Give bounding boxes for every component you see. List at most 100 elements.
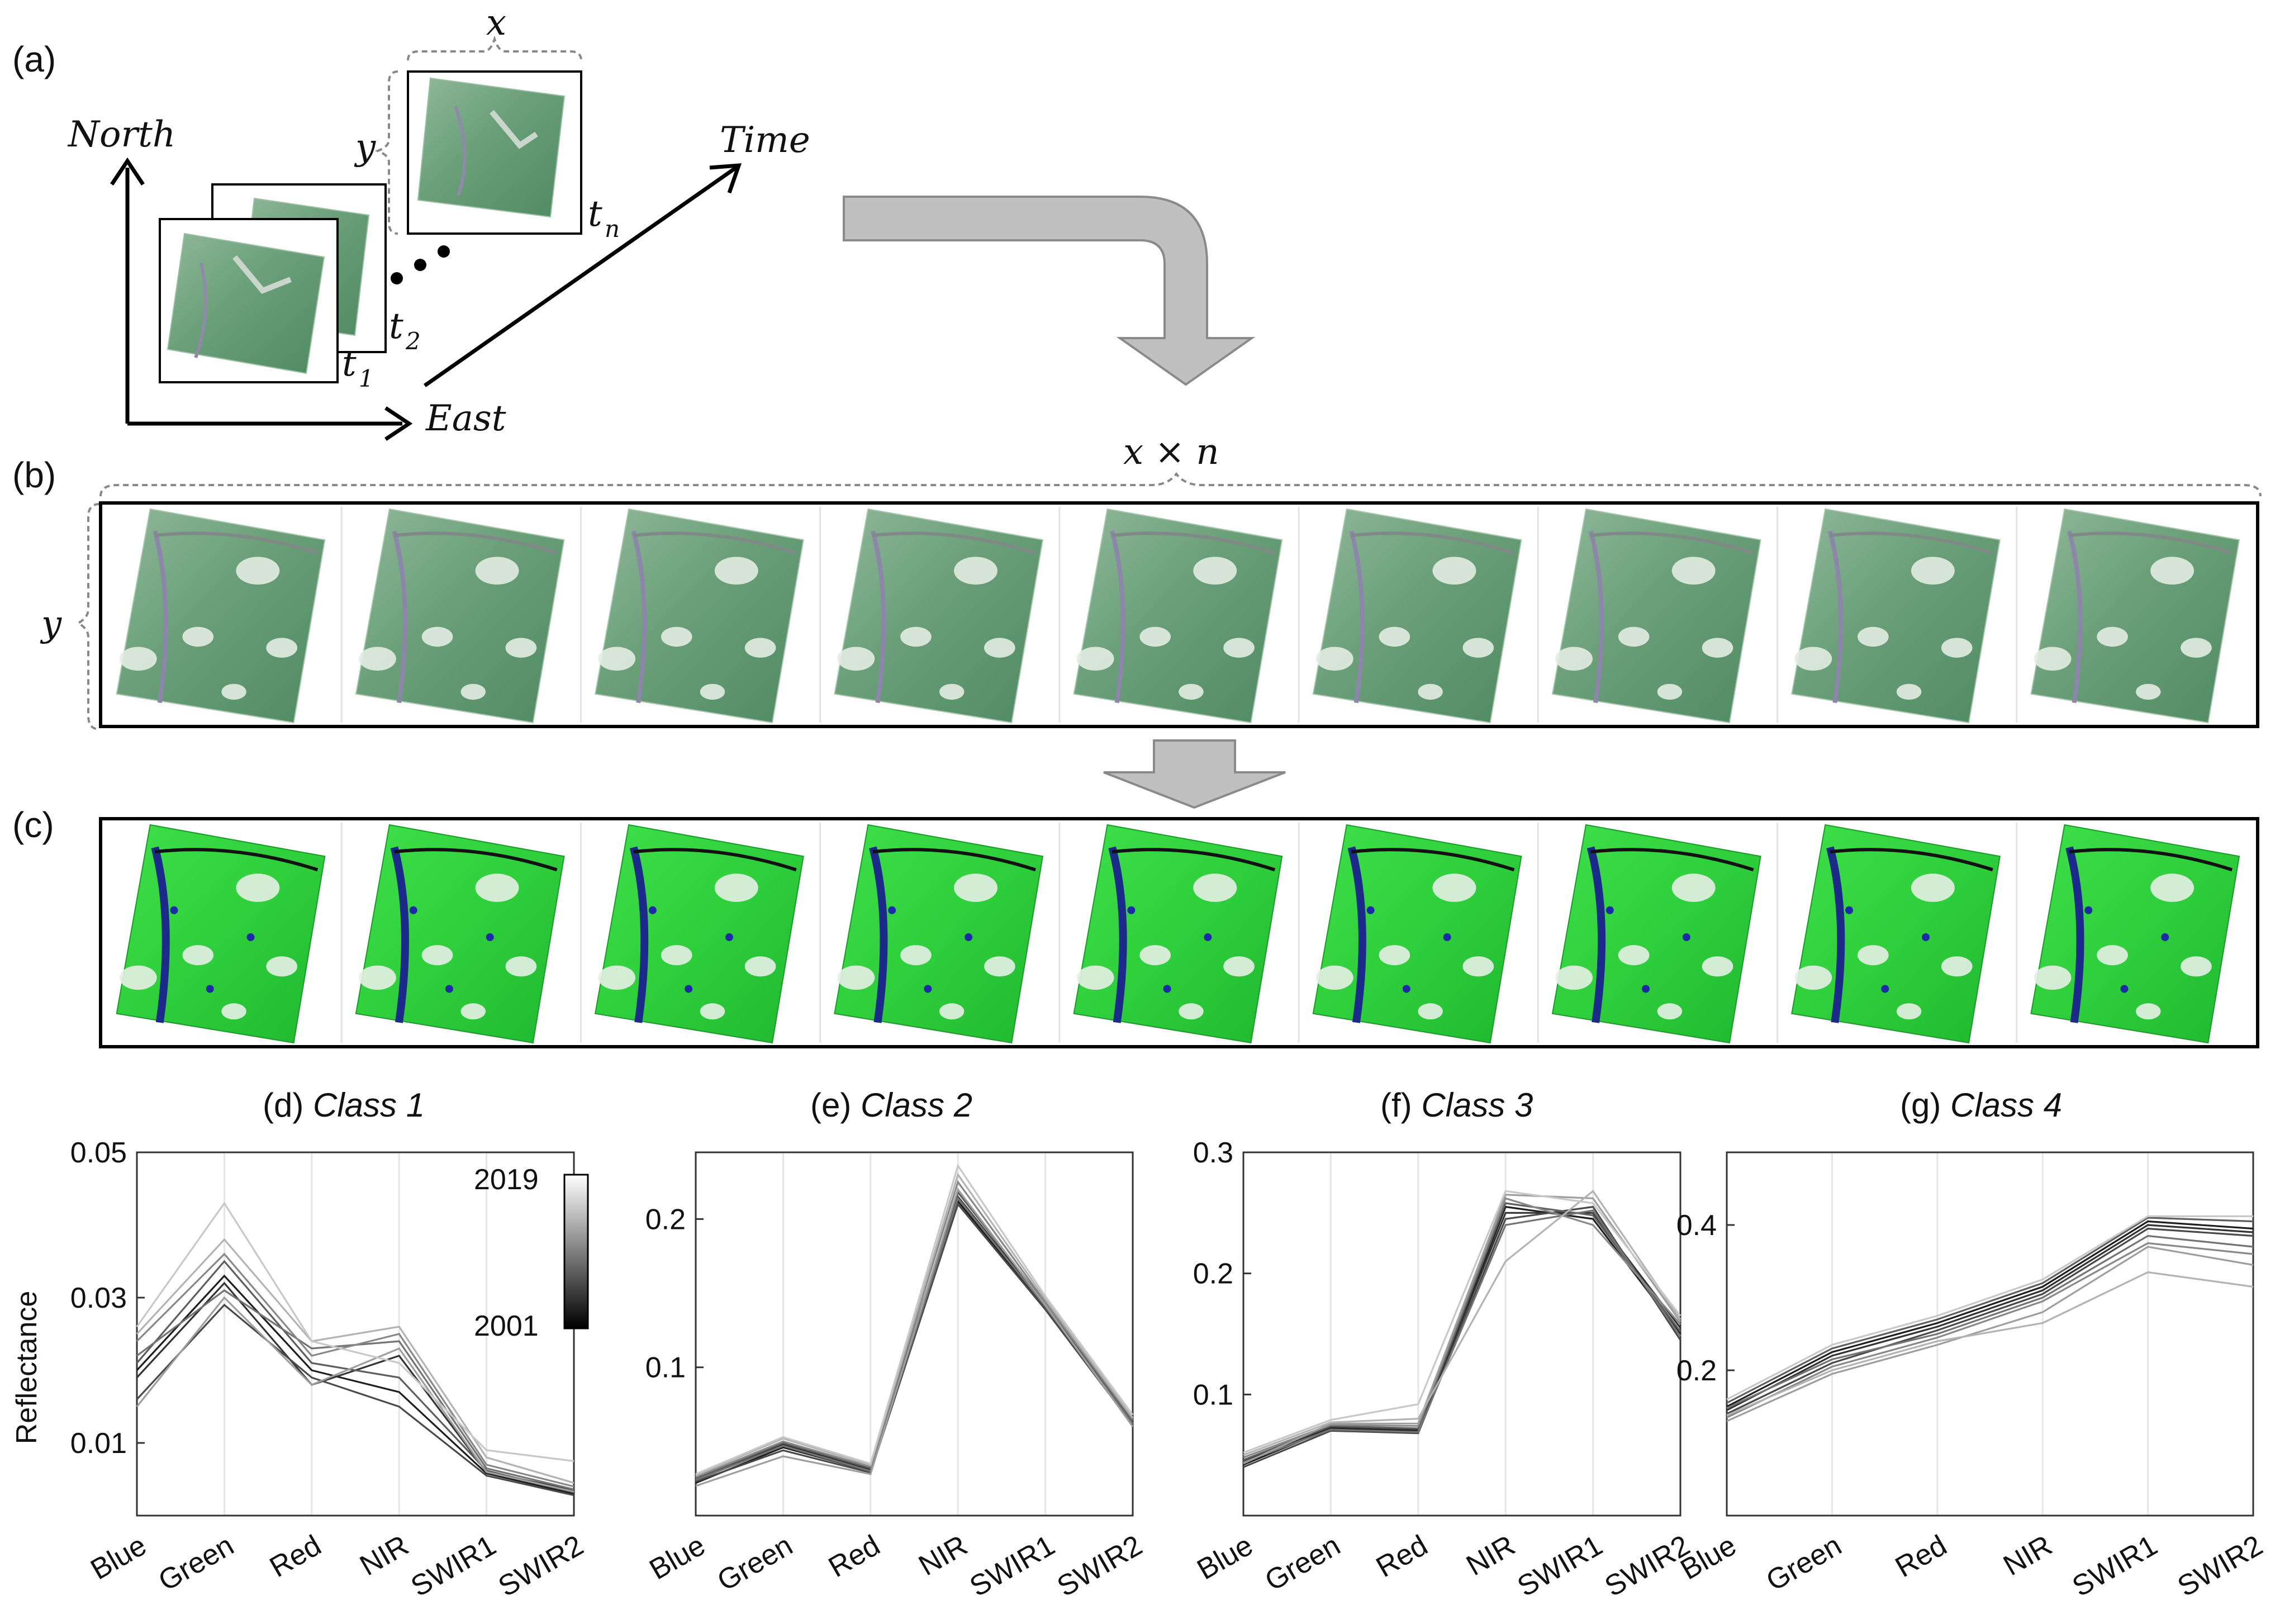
strip-b-width-label: x × n [1123, 431, 1219, 473]
colorbar-top-label: 2019 [474, 1164, 539, 1196]
series-line-2007 [1243, 1202, 1682, 1461]
x-tick-label: Blue [644, 1529, 711, 1586]
series-line-2015 [1243, 1190, 1682, 1456]
t2-label: t 2 [389, 306, 421, 355]
frame-tn [407, 70, 582, 235]
y-tick-label: 0.2 [1193, 1258, 1233, 1290]
series-line-2015 [136, 1238, 574, 1484]
chart-4: 0.2 0.4 Blue Green Red NIR SWIR1 SWIR2 (g) Class… [1675, 1086, 2268, 1603]
series-line-2011 [136, 1252, 574, 1488]
brace-x [407, 35, 582, 61]
scene-6 [1298, 823, 1522, 1044]
chart-title: (g) Class 4 [1900, 1086, 2062, 1124]
y-axis-label: Reflectance [11, 1291, 43, 1445]
chart-title: (e) Class 2 [810, 1086, 972, 1124]
scene-8 [1776, 823, 2001, 1044]
series-line-2011 [695, 1180, 1134, 1478]
panel-c-label: (c) [12, 805, 54, 845]
x-tick-label: Blue [86, 1529, 152, 1586]
y-tick-label: 0.1 [1193, 1379, 1233, 1411]
strip-b-height-label: y [40, 604, 62, 645]
flow-arrow-bent [843, 196, 1256, 386]
series-line-2011 [1726, 1242, 2254, 1418]
y-tick-label: 0.05 [70, 1137, 127, 1169]
svg-text:1: 1 [359, 365, 374, 392]
scene-4 [819, 507, 1044, 724]
brace-xn [99, 472, 2262, 497]
brace-yb [75, 503, 100, 730]
y-tick-label: 0.2 [1676, 1355, 1717, 1387]
brace-y [374, 70, 398, 235]
x-tick-label: SWIR2 [2172, 1529, 2268, 1603]
colorbar: 2019 2001 [474, 1164, 589, 1342]
series-line-2013 [1726, 1246, 2254, 1422]
t1-label: t 1 [342, 343, 374, 392]
series-line-2009 [1726, 1234, 2254, 1409]
svg-text:2: 2 [405, 327, 421, 355]
plot-area [1242, 1151, 1682, 1517]
scene-3 [580, 823, 804, 1044]
x-tick-label: Green [712, 1529, 798, 1597]
series-line-2019 [136, 1202, 574, 1462]
flow-arrow-down [1103, 739, 1286, 809]
scene-5 [1058, 507, 1283, 724]
x-tick-label: Blue [1192, 1529, 1258, 1586]
axis-time-label: Time [720, 120, 810, 161]
plot-area [1726, 1151, 2254, 1517]
scene-3 [580, 507, 804, 724]
scene-2 [340, 507, 565, 724]
svg-text:t: t [342, 343, 357, 384]
scene-7 [1537, 823, 1761, 1044]
y-tick-label: 0.01 [70, 1427, 127, 1460]
scene-2 [340, 823, 565, 1044]
dim-y-label: y [354, 127, 376, 168]
x-tick-label: NIR [913, 1529, 973, 1582]
x-tick-label: SWIR2 [1052, 1529, 1148, 1603]
x-tick-label: SWIR1 [406, 1529, 502, 1603]
series-line-2007 [136, 1260, 574, 1493]
chart-title: (f) Class 3 [1380, 1086, 1533, 1124]
axis-north-label: North [67, 114, 175, 155]
x-tick-label: Red [823, 1529, 886, 1584]
scene-6 [1298, 507, 1522, 724]
y-tick-label: 0.3 [1193, 1137, 1233, 1169]
strip-c-scenes [116, 823, 2240, 1044]
scene-9 [2016, 823, 2240, 1044]
series-line-2019 [695, 1164, 1134, 1475]
scene-9 [2016, 507, 2240, 724]
scene-4 [819, 823, 1044, 1044]
y-tick-label: 0.4 [1676, 1209, 1717, 1242]
series-line-2019 [1243, 1190, 1682, 1454]
series-line-2001 [695, 1199, 1134, 1484]
tn-label: t n [588, 193, 620, 243]
x-tick-label: NIR [1998, 1529, 2058, 1582]
y-tick-label: 0.1 [645, 1352, 686, 1384]
series-line-2005 [695, 1202, 1134, 1483]
x-tick-label: Red [1890, 1529, 1953, 1584]
panel-b-label: (b) [12, 455, 56, 495]
series-line-2015 [695, 1172, 1134, 1476]
x-tick-label: SWIR1 [965, 1529, 1061, 1603]
series-line-2005 [1726, 1227, 2254, 1415]
scene-7 [1537, 507, 1761, 724]
series-line-2019 [1726, 1215, 2253, 1400]
x-tick-label: Green [1761, 1529, 1847, 1597]
series-line-2005 [136, 1303, 574, 1497]
x-tick-label: Red [1371, 1529, 1433, 1584]
series-line-2007 [1726, 1217, 2254, 1404]
series-line-2015 [1726, 1271, 2254, 1417]
series-line-2003 [1726, 1224, 2254, 1411]
x-tick-label: SWIR2 [493, 1529, 589, 1603]
scene-1 [116, 824, 326, 1044]
y-tick-label: 0.03 [70, 1282, 127, 1314]
ellipsis-dots [391, 245, 450, 284]
x-tick-label: Blue [1675, 1529, 1742, 1586]
chart-title: (d) Class 1 [263, 1086, 425, 1124]
y-tick-label: 0.2 [645, 1203, 686, 1236]
x-tick-label: SWIR1 [2067, 1529, 2163, 1603]
axis-east-label: East [425, 398, 506, 439]
panel-a-label: (a) [12, 39, 56, 79]
